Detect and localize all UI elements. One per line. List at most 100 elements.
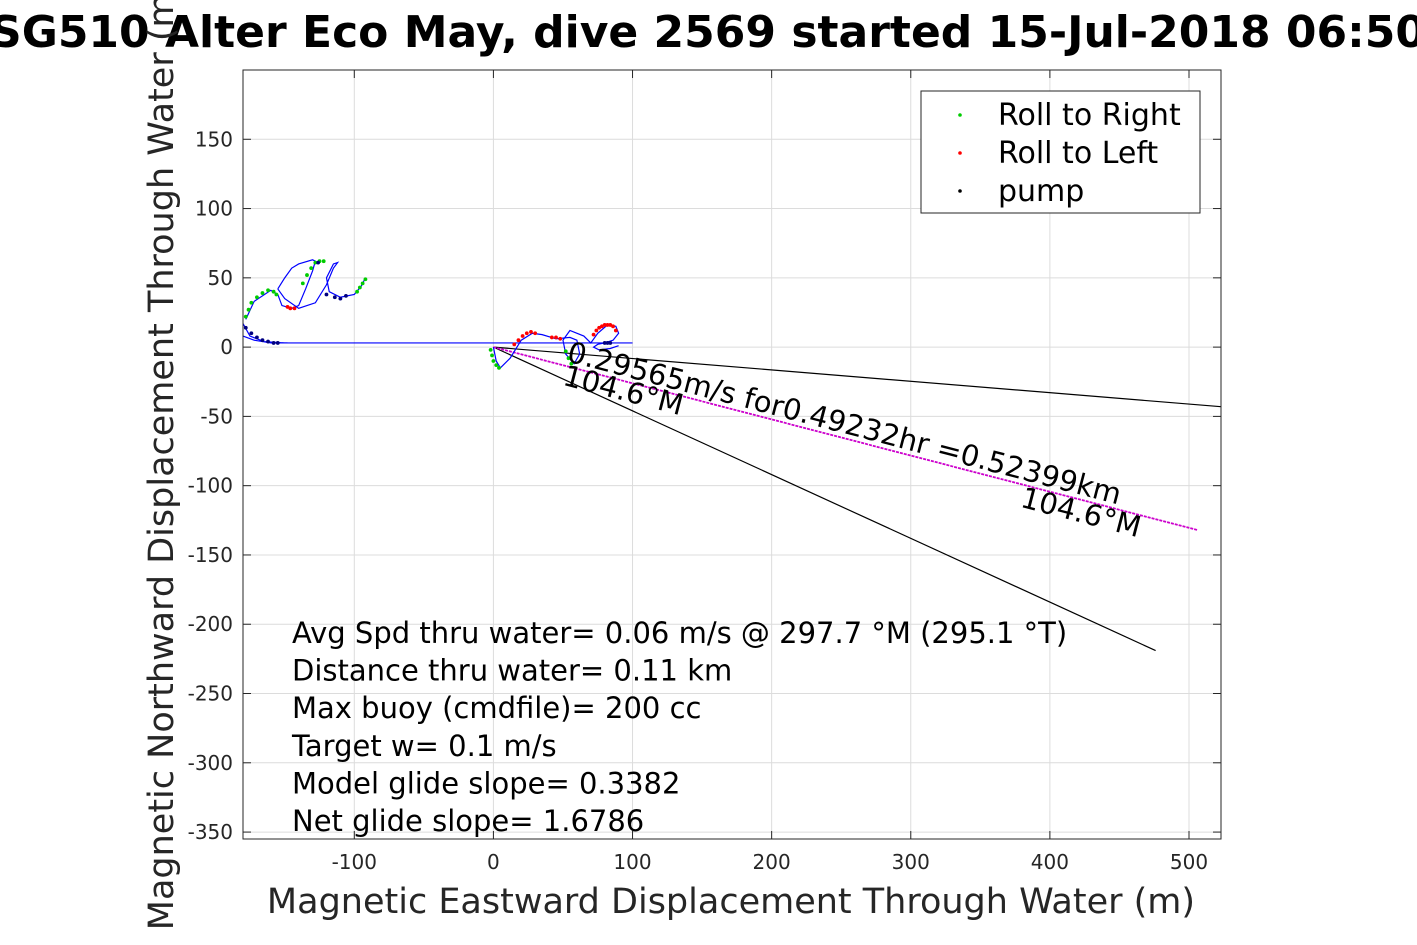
x-axis-ticks: -100 0 100 200 300 400 500	[332, 70, 1208, 874]
legend-label-pump: pump	[998, 174, 1084, 209]
roll-left-point	[602, 323, 607, 327]
y-tick-label: 150	[195, 127, 233, 151]
vector-annotations: 0.29565m/s for0.49232hr =0.52399km104.6°…	[560, 335, 1145, 544]
y-tick-label: -100	[188, 474, 233, 498]
chart-title: SG510 Alter Eco May, dive 2569 started 1…	[0, 7, 1417, 58]
y-tick-label: 0	[220, 335, 233, 359]
pump-point	[275, 341, 280, 345]
legend-marker-roll-right	[958, 113, 962, 117]
y-tick-label: -300	[188, 751, 233, 775]
x-tick-label: 100	[613, 850, 651, 874]
roll-right-point	[313, 260, 318, 265]
roll-right-point	[309, 266, 314, 271]
pump-point	[602, 341, 607, 345]
summary-text: Avg Spd thru water= 0.06 m/s @ 297.7 °M …	[291, 616, 1067, 838]
roll-left-point	[520, 334, 525, 338]
roll-left-point	[558, 336, 563, 341]
glider-track-line	[245, 259, 317, 320]
roll-right-point	[243, 314, 248, 319]
pump-point	[260, 338, 265, 343]
roll-left-point	[549, 335, 554, 340]
roll-right-point	[490, 353, 494, 358]
glider-track-line	[277, 261, 366, 309]
x-axis-label: Magnetic Eastward Displacement Through W…	[267, 882, 1195, 922]
roll-right-point	[497, 366, 501, 370]
roll-left-point	[524, 331, 529, 336]
y-tick-label: -250	[188, 682, 233, 706]
roll-right-point	[305, 273, 309, 277]
roll-right-point	[363, 277, 368, 282]
y-axis-ticks: 150 100 50 0 -50 -100 -150 -200 -250 -300 -350	[188, 127, 1221, 844]
y-tick-label: -150	[188, 543, 233, 567]
roll-right-point	[321, 259, 326, 264]
roll-left-point	[516, 338, 521, 343]
roll-left-point	[288, 306, 293, 311]
y-tick-label: -50	[200, 404, 233, 428]
pump-point	[338, 296, 343, 301]
roll-right-point	[494, 363, 499, 368]
legend-label-roll-right: Roll to Right	[998, 98, 1181, 133]
roll-right-point	[566, 356, 571, 361]
roll-right-point	[246, 307, 251, 312]
roll-right-point	[488, 347, 493, 352]
pump-point	[344, 293, 348, 298]
roll-left-point	[613, 328, 618, 333]
roll-right-point	[249, 300, 254, 305]
roll-right-point	[491, 359, 496, 363]
x-tick-label: -100	[332, 850, 377, 874]
roll-right-point	[569, 361, 574, 366]
pump-point	[243, 325, 248, 330]
summary-line: Net glide slope= 1.6786	[292, 804, 644, 838]
roll-left-point	[292, 306, 297, 311]
pump-point	[324, 292, 329, 297]
roll-right-point	[300, 281, 305, 286]
y-tick-label: -350	[188, 820, 233, 844]
y-tick-label: -200	[188, 612, 233, 636]
roll-right-point	[266, 288, 270, 293]
legend-marker-roll-left	[958, 151, 962, 155]
pump-point	[605, 341, 610, 345]
x-tick-label: 200	[753, 850, 791, 874]
current-vector	[493, 346, 1198, 531]
legend-marker-pump	[958, 189, 962, 193]
legend-label-roll-left: Roll to Left	[998, 136, 1158, 171]
pump-point	[266, 339, 270, 344]
roll-right-point	[260, 291, 265, 295]
roll-right-point	[255, 295, 259, 300]
summary-line: Avg Spd thru water= 0.06 m/s @ 297.7 °M …	[292, 616, 1067, 650]
y-tick-label: 100	[195, 197, 233, 221]
legend-box	[920, 90, 1201, 214]
y-axis-label: Magnetic Northward Displacement Through …	[142, 0, 182, 930]
x-tick-label: 0	[487, 850, 500, 874]
x-tick-label: 400	[1031, 850, 1069, 874]
roll-right-point	[274, 292, 279, 297]
y-tick-label: 50	[208, 266, 233, 290]
roll-right-point	[355, 289, 359, 294]
roll-left-point	[533, 331, 538, 336]
summary-line: Model glide slope= 0.3382	[292, 766, 680, 800]
roll-left-point	[529, 329, 533, 334]
summary-line: Distance thru water= 0.11 km	[292, 654, 732, 688]
pump-point	[271, 341, 276, 345]
pump-point	[255, 335, 259, 340]
roll-right-point	[360, 281, 365, 286]
reference-line	[493, 346, 1222, 408]
x-tick-label: 300	[892, 850, 930, 874]
axes-box	[242, 69, 1222, 840]
plot-area	[242, 259, 1222, 652]
legend: Roll to Right Roll to Left pump	[920, 90, 1201, 214]
pump-point	[608, 341, 613, 345]
summary-line: Target w= 0.1 m/s	[291, 729, 557, 763]
roll-left-point	[605, 323, 610, 327]
pump-point	[316, 260, 321, 265]
roll-right-point	[271, 289, 276, 294]
reference-line	[493, 346, 1156, 652]
pump-point	[249, 331, 254, 336]
roll-left-point	[512, 342, 517, 347]
summary-line: Max buoy (cmdfile)= 200 cc	[292, 691, 701, 725]
roll-left-point	[594, 328, 599, 333]
roll-left-point	[611, 324, 615, 329]
roll-left-point	[554, 335, 558, 340]
x-tick-label: 500	[1170, 850, 1208, 874]
